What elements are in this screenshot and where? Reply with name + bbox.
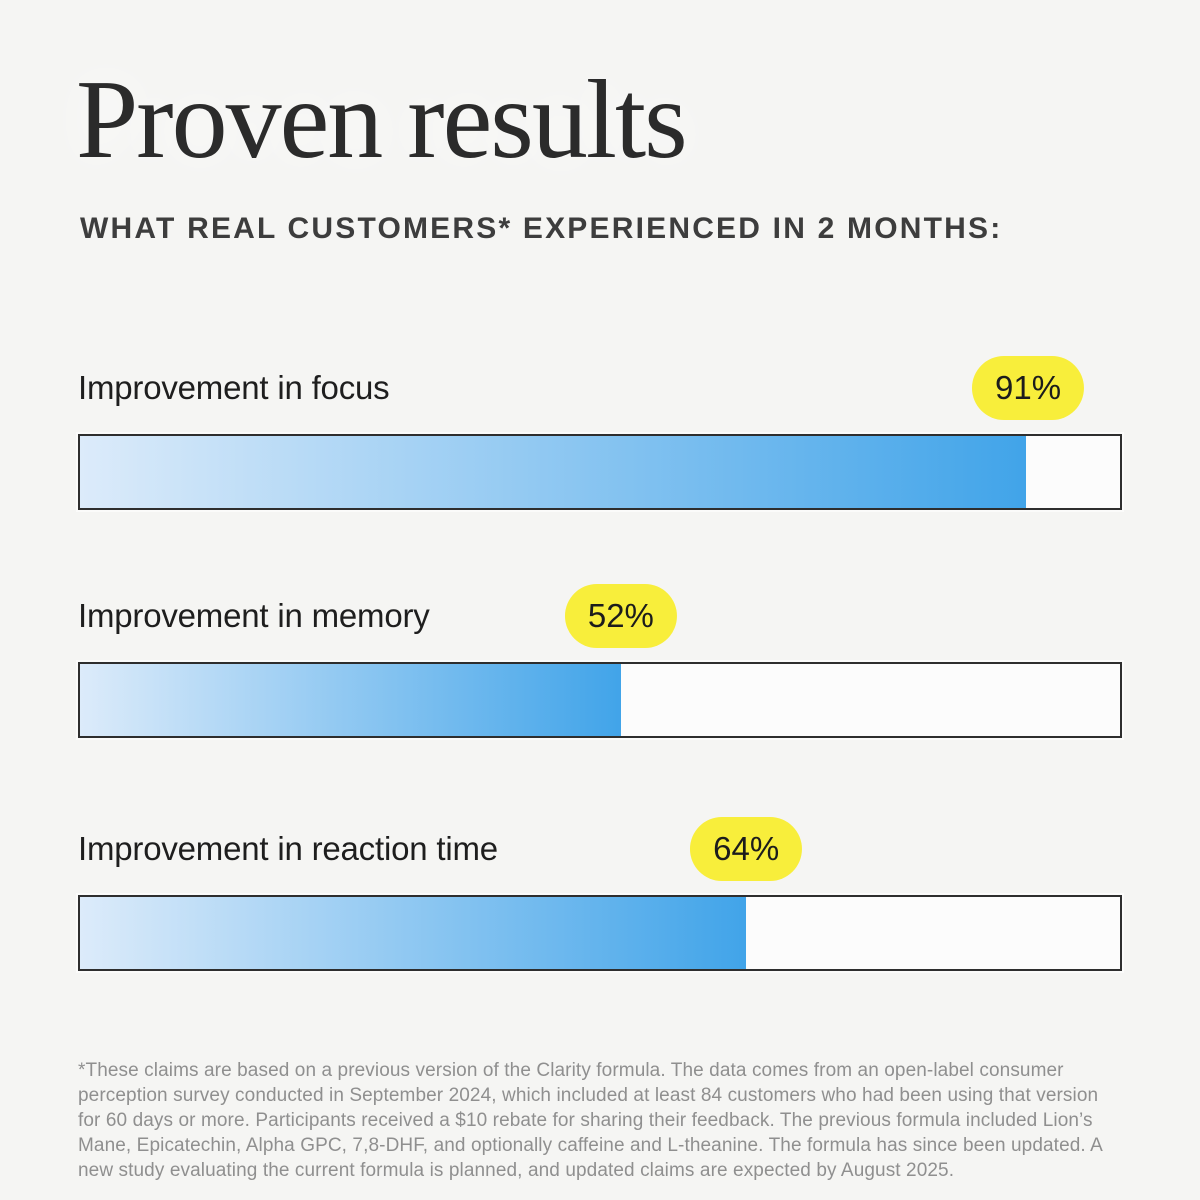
value-badge-memory: 52%: [564, 584, 677, 648]
page-title: Proven results: [76, 58, 688, 182]
bar-header: Improvement in focus 91%: [78, 352, 1122, 424]
bar-label-focus: Improvement in focus: [78, 369, 390, 406]
bar-label-reaction-time: Improvement in reaction time: [78, 830, 498, 867]
bar-fill-reaction-time: [80, 897, 746, 969]
bar-group-focus: Improvement in focus 91%: [78, 352, 1122, 510]
bar-header: Improvement in reaction time 64%: [78, 813, 1122, 885]
bar-track-reaction-time: [78, 895, 1122, 971]
bar-header: Improvement in memory 52%: [78, 580, 1122, 652]
value-badge-reaction-time: 64%: [690, 817, 803, 881]
footnote: *These claims are based on a previous ve…: [78, 1060, 1102, 1182]
page-subtitle: WHAT REAL CUSTOMERS* EXPERIENCED IN 2 MO…: [80, 212, 1003, 245]
bar-group-memory: Improvement in memory 52%: [78, 580, 1122, 738]
value-badge-focus: 91%: [972, 356, 1085, 420]
bar-fill-focus: [80, 436, 1027, 508]
bar-track-focus: [78, 434, 1122, 510]
bar-fill-memory: [80, 664, 621, 736]
bar-group-reaction-time: Improvement in reaction time 64%: [78, 813, 1122, 971]
bar-label-memory: Improvement in memory: [78, 597, 430, 634]
bar-track-memory: [78, 662, 1122, 738]
